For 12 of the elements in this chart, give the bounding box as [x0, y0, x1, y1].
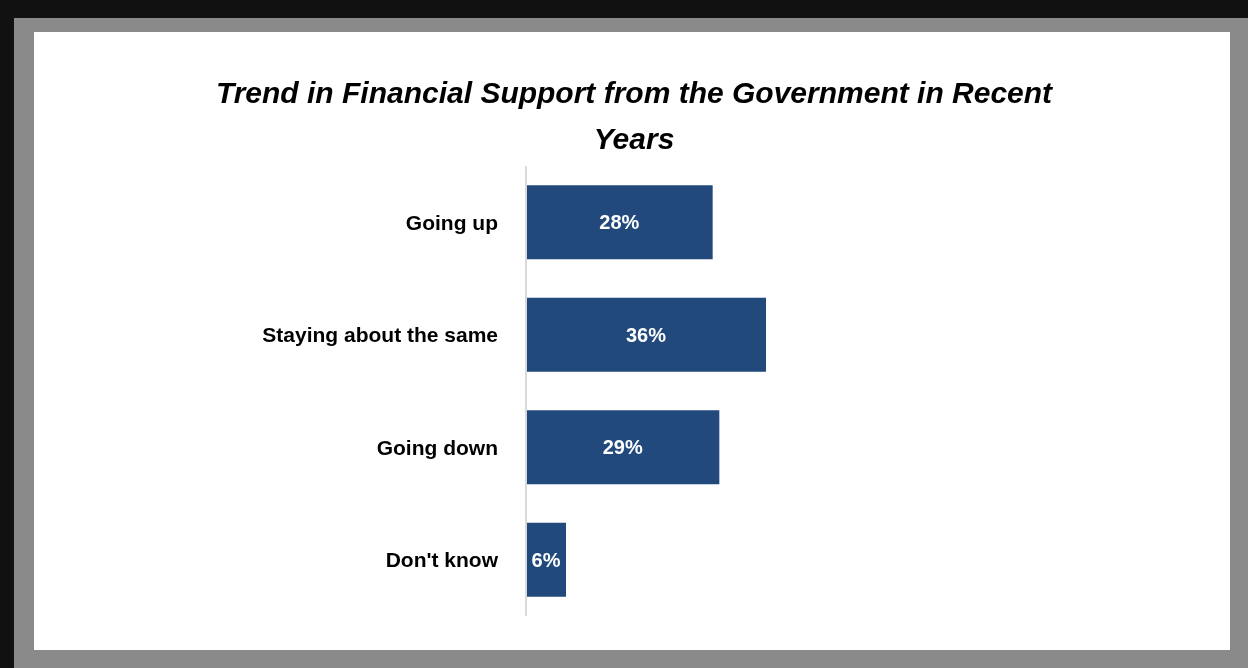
- y-tick-label: Staying about the same: [262, 323, 498, 347]
- data-label: 29%: [602, 436, 643, 459]
- y-tick-label: Don't know: [385, 548, 499, 572]
- data-label: 36%: [625, 323, 667, 346]
- y-tick-label: Going down: [376, 435, 498, 459]
- data-label: 28%: [599, 211, 640, 234]
- bar: [526, 185, 713, 260]
- data-label: 6%: [531, 548, 561, 571]
- y-tick-label: Going up: [405, 210, 498, 234]
- bar: [526, 410, 720, 485]
- bar: [526, 297, 766, 372]
- chart-title: Trend in Financial Support from the Government in Recent Years: [214, 75, 1054, 157]
